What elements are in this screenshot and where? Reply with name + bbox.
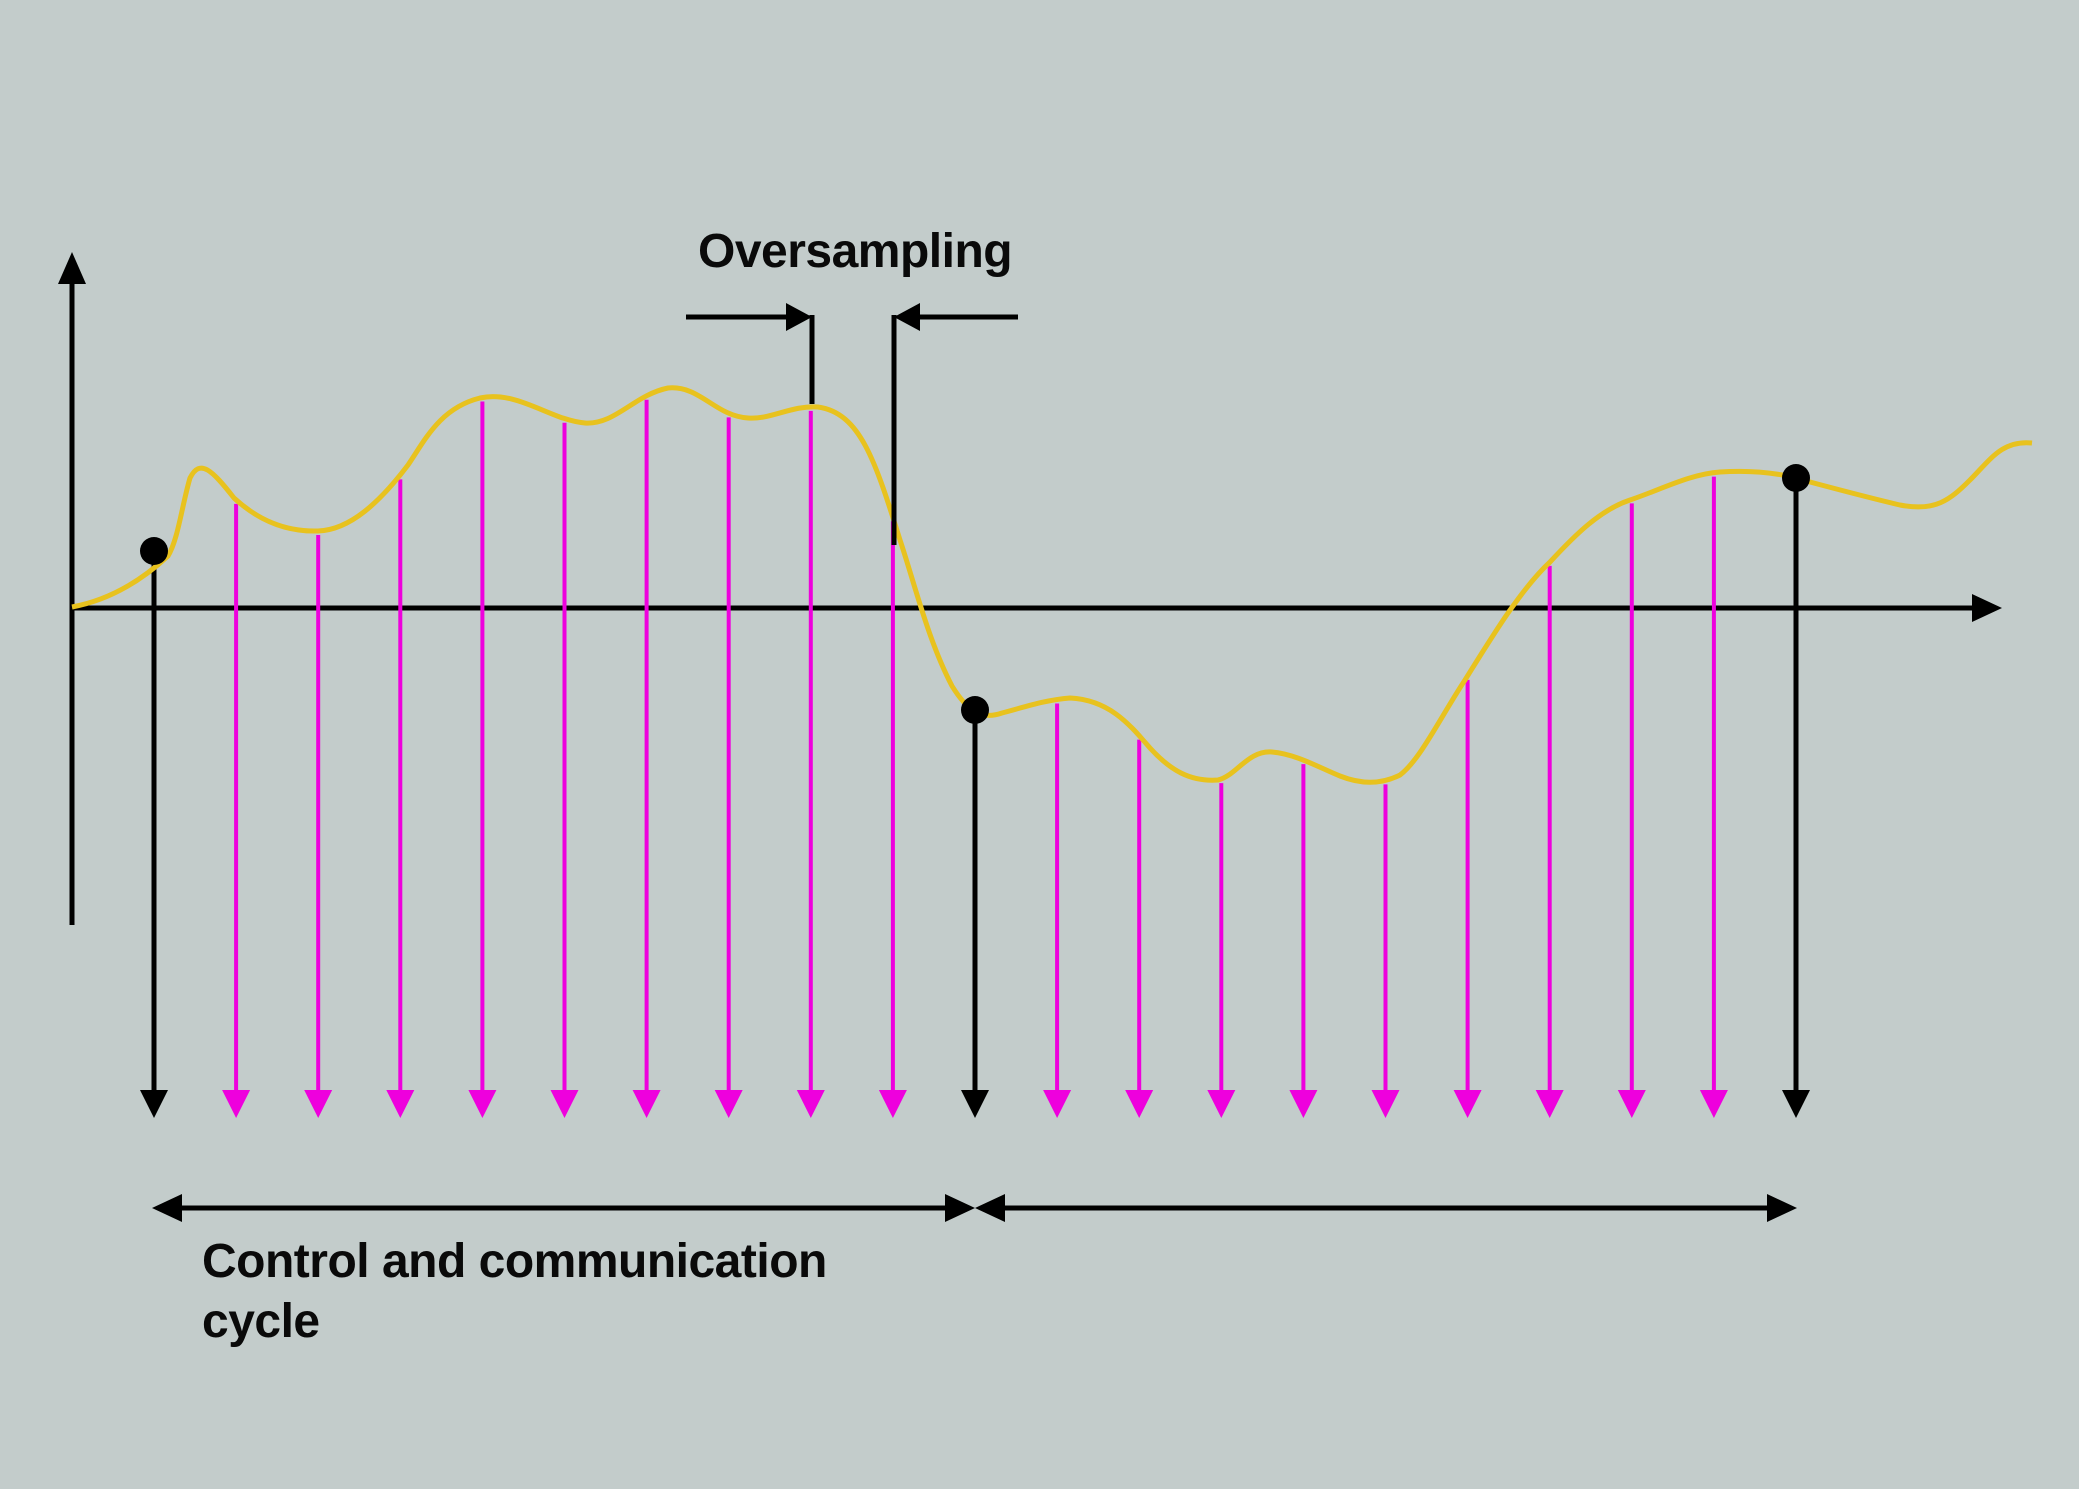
y-axis-arrowhead — [58, 252, 86, 284]
oversample-arrowhead — [304, 1090, 333, 1118]
oversample-arrowhead — [1125, 1090, 1154, 1118]
cycle-span-arrows — [152, 1194, 1797, 1222]
oversample-arrowhead — [550, 1090, 579, 1118]
cycle-arrowhead — [961, 1090, 989, 1118]
oversample-arrowhead — [714, 1090, 743, 1118]
oversample-arrowhead — [1371, 1090, 1400, 1118]
oversample-arrowhead — [468, 1090, 497, 1118]
cycle-arrowhead — [1782, 1090, 1810, 1118]
oversample-arrowhead — [1207, 1090, 1236, 1118]
control-cycle-label: Control and communication cycle — [202, 1232, 827, 1352]
oversample-arrowhead — [1535, 1090, 1564, 1118]
sample-point — [1782, 464, 1810, 492]
bracket-right-arrowhead — [894, 303, 920, 331]
oversample-arrowhead — [1043, 1090, 1072, 1118]
axes — [58, 252, 2002, 925]
x-axis-arrowhead — [1972, 594, 2002, 622]
oversample-arrowhead — [632, 1090, 661, 1118]
cycle-sample-arrows — [140, 478, 1810, 1118]
oversample-arrowhead — [796, 1090, 825, 1118]
signal-curve — [71, 385, 2033, 785]
oversampling-bracket — [686, 303, 1018, 545]
cycle-span-arrowhead-left — [975, 1194, 1005, 1222]
oversample-arrowhead — [1699, 1090, 1728, 1118]
oversampling-arrows — [222, 399, 1728, 1118]
oversample-arrowhead — [1453, 1090, 1482, 1118]
cycle-span-arrowhead-right — [1767, 1194, 1797, 1222]
cycle-span-arrowhead-left — [152, 1194, 182, 1222]
control-cycle-label-line2: cycle — [202, 1295, 320, 1348]
control-cycle-label-line1: Control and communication — [202, 1235, 827, 1288]
oversample-arrowhead — [222, 1090, 251, 1118]
oversampling-label: Oversampling — [698, 225, 1013, 278]
cycle-span-arrowhead-right — [945, 1194, 975, 1222]
sample-point — [961, 696, 989, 724]
oversample-arrowhead — [1289, 1090, 1318, 1118]
oversample-arrowhead — [386, 1090, 415, 1118]
sample-point — [140, 537, 168, 565]
cycle-arrowhead — [140, 1090, 168, 1118]
sample-points — [140, 464, 1810, 724]
oversample-arrowhead — [1617, 1090, 1646, 1118]
bracket-left-arrowhead — [786, 303, 812, 331]
oversample-arrowhead — [878, 1090, 907, 1118]
